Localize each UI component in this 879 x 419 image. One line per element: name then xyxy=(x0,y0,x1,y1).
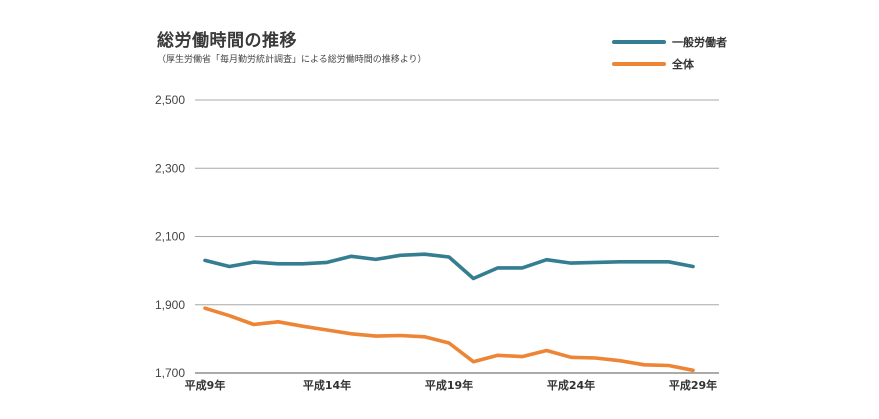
x-tick-label-5: 平成14年 xyxy=(303,378,351,392)
x-tick-label-10: 平成19年 xyxy=(425,378,473,392)
y-tick-label-1900: 1,900 xyxy=(155,298,185,312)
y-tick-label-1700: 1,700 xyxy=(155,366,185,380)
chart-legend: 一般労働者 全体 xyxy=(612,31,727,75)
x-tick-label-0: 平成9年 xyxy=(185,378,226,392)
y-tick-label-2500: 2,500 xyxy=(155,93,185,107)
x-tick-label-20: 平成29年 xyxy=(669,378,717,392)
legend-label-all-workers: 全体 xyxy=(672,58,694,71)
chart-subtitle: （厚生労働省「毎月勤労統計調査」による総労働時間の推移より） xyxy=(157,55,427,65)
legend-swatch-general-workers xyxy=(612,40,666,44)
series-line-general-workers xyxy=(203,252,695,281)
legend-swatch-all-workers xyxy=(612,62,666,66)
x-tick-label-15: 平成24年 xyxy=(547,378,595,392)
y-tick-label-2300: 2,300 xyxy=(155,161,185,175)
legend-item-general-workers: 一般労働者 xyxy=(612,31,727,53)
legend-label-general-workers: 一般労働者 xyxy=(672,36,727,49)
chart-title: 総労働時間の推移 xyxy=(157,31,297,51)
series-line-all-workers xyxy=(203,306,695,373)
legend-item-all-workers: 全体 xyxy=(612,53,727,75)
y-tick-label-2100: 2,100 xyxy=(155,230,185,244)
